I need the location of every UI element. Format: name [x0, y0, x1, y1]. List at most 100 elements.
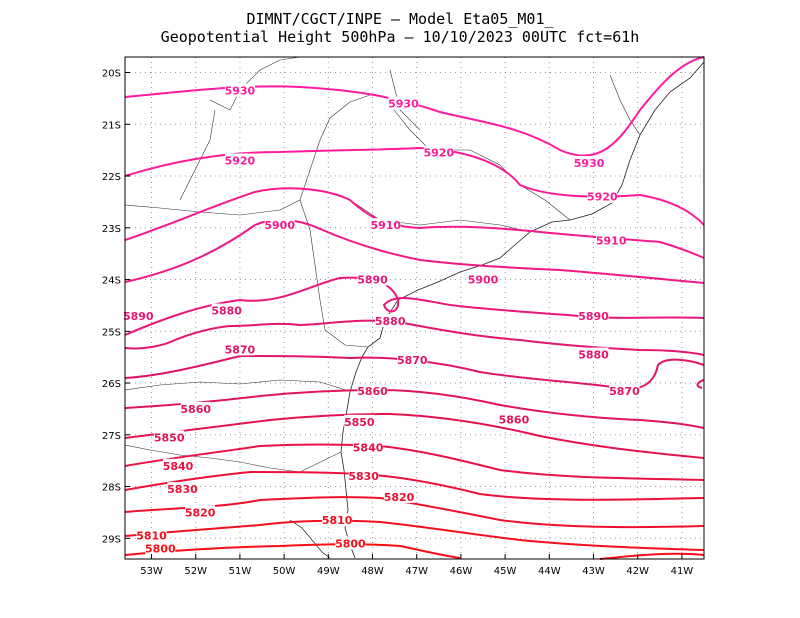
- lat-tick-label: 28S: [102, 483, 121, 494]
- lon-tick-label: 43W: [582, 566, 605, 577]
- map-frame: [124, 56, 705, 560]
- lat-tick-label: 25S: [102, 327, 121, 338]
- contour-5830: [124, 470, 705, 501]
- lat-tick-label: 22S: [102, 172, 121, 183]
- contour-label-bg: [224, 83, 255, 97]
- contour-label-5910: 5910: [596, 235, 627, 248]
- contour-label-5930: 5930: [574, 157, 605, 170]
- contour-label-bg: [375, 313, 406, 327]
- contour-5910: [124, 187, 705, 259]
- contour-label-bg: [322, 513, 353, 527]
- lon-tick-label: 42W: [626, 566, 649, 577]
- contour-label-5880: 5880: [375, 315, 406, 328]
- contour-label-5880: 5880: [211, 305, 242, 318]
- contour-label-bg: [211, 303, 242, 317]
- state-border: [299, 199, 369, 348]
- lon-tick-label: 49W: [317, 566, 340, 577]
- contour-label-bg: [587, 189, 618, 203]
- contour-label-bg: [596, 233, 627, 247]
- contour-label-5870: 5870: [225, 343, 256, 356]
- contour-label-bg: [384, 489, 415, 503]
- contour-5870: [124, 354, 705, 390]
- contour-label-bg: [154, 430, 185, 444]
- contour-label-5870: 5870: [397, 354, 428, 367]
- contour-label-5800: 5800: [145, 543, 176, 556]
- contour-label-5920: 5920: [225, 155, 256, 168]
- lon-tick-label: 41W: [671, 566, 694, 577]
- contour-label-5890: 5890: [123, 310, 154, 323]
- contour-5840: [124, 443, 705, 481]
- contour-label-5860: 5860: [180, 403, 211, 416]
- contour-label-bg: [348, 469, 379, 483]
- contour-label-bg: [353, 440, 384, 454]
- contour-label-bg: [163, 458, 194, 472]
- contour-label-bg: [357, 272, 388, 286]
- state-border: [349, 199, 531, 233]
- lat-tick-label: 26S: [102, 379, 121, 390]
- contour-label-bg: [357, 383, 388, 397]
- contour-label-5820: 5820: [384, 491, 415, 504]
- contour-label-5860: 5860: [357, 385, 388, 398]
- lon-tick-label: 50W: [273, 566, 296, 577]
- contour-label-bg: [167, 482, 198, 496]
- state-border: [389, 104, 571, 221]
- contour-label-5800: 5800: [335, 537, 366, 550]
- contour-label-5930: 5930: [225, 85, 256, 98]
- contour-5900: [124, 218, 705, 284]
- contour-label-5920: 5920: [423, 147, 454, 160]
- coastline: [340, 61, 705, 559]
- contour-label-bg: [370, 218, 401, 232]
- contour-label-5820: 5820: [185, 506, 216, 519]
- state-border: [609, 74, 641, 136]
- contour-5880: [124, 319, 705, 356]
- contour-label-5900: 5900: [468, 274, 499, 287]
- contour-label-5890: 5890: [357, 274, 388, 287]
- state-border: [209, 56, 301, 111]
- contour-label-bg: [335, 536, 366, 550]
- lat-tick-label: 29S: [102, 534, 121, 545]
- lat-tick-label: 20S: [102, 69, 121, 80]
- contour-label-5830: 5830: [348, 470, 379, 483]
- contour-label-bg: [397, 352, 428, 366]
- contour-label-bg: [180, 401, 211, 415]
- contour-5800: [124, 543, 705, 560]
- lon-tick-label: 52W: [184, 566, 207, 577]
- lon-tick-label: 45W: [494, 566, 517, 577]
- contour-label-bg: [578, 347, 609, 361]
- contour-label-5900: 5900: [264, 219, 295, 232]
- contour-label-bg: [498, 412, 529, 426]
- title-line-2: Geopotential Height 500hPa – 10/10/2023 …: [160, 28, 640, 46]
- contour-label-5850: 5850: [154, 431, 185, 444]
- contour-label-5810: 5810: [136, 530, 167, 543]
- contour-label-bg: [145, 541, 176, 555]
- contour-label-bg: [185, 505, 216, 519]
- contour-label-bg: [388, 96, 419, 110]
- contour-label-bg: [609, 383, 640, 397]
- contour-5930: [124, 56, 705, 157]
- lon-tick-label: 48W: [361, 566, 384, 577]
- contour-label-bg: [468, 272, 499, 286]
- contour-label-5920: 5920: [587, 191, 618, 204]
- lon-tick-label: 47W: [405, 566, 428, 577]
- contour-label-bg: [423, 145, 454, 159]
- contour-label-bg: [344, 414, 375, 428]
- contour-5920: [124, 146, 705, 226]
- contour-label-bg: [574, 156, 605, 170]
- contour-label-bg: [136, 528, 167, 542]
- contour-labels: 5930 5930 5930 5920 5920 5920 5910 5910 5900 5900…: [123, 83, 640, 556]
- lat-tick-label: 24S: [102, 276, 121, 287]
- coastline-and-borders: [124, 56, 705, 559]
- contour-label-5880: 5880: [578, 349, 609, 362]
- contour-label-5840: 5840: [163, 460, 194, 473]
- contour-label-bg: [264, 218, 295, 232]
- contour-label-5860: 5860: [499, 413, 530, 426]
- lon-tick-label: 46W: [450, 566, 473, 577]
- lon-tick-label: 51W: [229, 566, 252, 577]
- state-border: [179, 109, 216, 201]
- contour-5810: [124, 519, 705, 551]
- contour-label-bg: [578, 308, 609, 322]
- contour-label-bg: [224, 342, 255, 356]
- contour-label-5910: 5910: [370, 219, 401, 232]
- lagoon: [289, 519, 331, 559]
